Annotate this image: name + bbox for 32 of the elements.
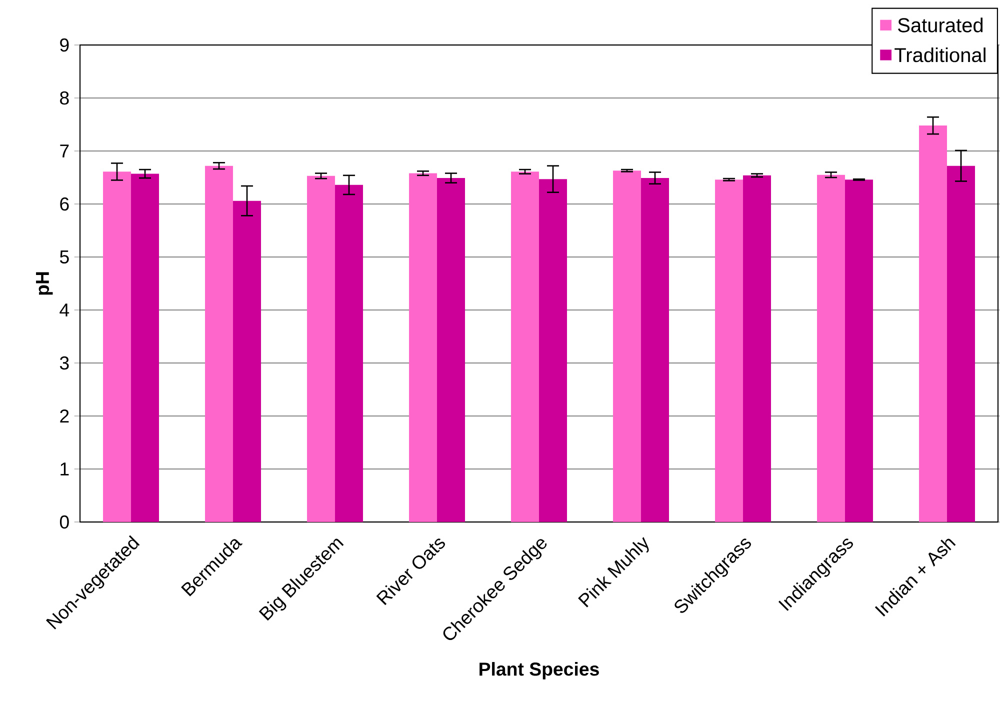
bar bbox=[233, 200, 262, 522]
bar bbox=[845, 180, 873, 522]
legend-label: Saturated bbox=[898, 18, 983, 32]
bar bbox=[919, 126, 947, 522]
bar bbox=[947, 166, 975, 522]
bar bbox=[409, 173, 437, 522]
y-tick-label: 2 bbox=[60, 409, 69, 423]
y-tick-label: 0 bbox=[60, 515, 69, 529]
bar bbox=[539, 179, 567, 522]
bar bbox=[131, 174, 160, 522]
y-tick-label: 9 bbox=[60, 38, 69, 52]
bar bbox=[103, 172, 132, 522]
bar bbox=[715, 180, 744, 522]
bar bbox=[437, 178, 465, 522]
y-tick-label: 1 bbox=[60, 462, 69, 476]
bar bbox=[817, 174, 845, 522]
x-axis-title: Plant Species bbox=[480, 662, 599, 680]
bar bbox=[205, 166, 234, 522]
y-tick-label: 6 bbox=[60, 197, 69, 211]
bar bbox=[613, 170, 642, 522]
y-tick-label: 5 bbox=[60, 250, 69, 264]
bar bbox=[307, 176, 336, 522]
y-tick-label: 4 bbox=[60, 304, 70, 316]
bar bbox=[641, 178, 670, 522]
bar bbox=[743, 175, 772, 522]
y-tick-label: 3 bbox=[60, 356, 69, 370]
y-tick-label: 8 bbox=[60, 91, 69, 105]
bar bbox=[511, 172, 539, 522]
y-tick-label: 7 bbox=[60, 144, 69, 158]
legend-label: Traditional bbox=[894, 47, 986, 62]
bar bbox=[335, 184, 364, 522]
y-axis-title: pH bbox=[36, 272, 53, 295]
